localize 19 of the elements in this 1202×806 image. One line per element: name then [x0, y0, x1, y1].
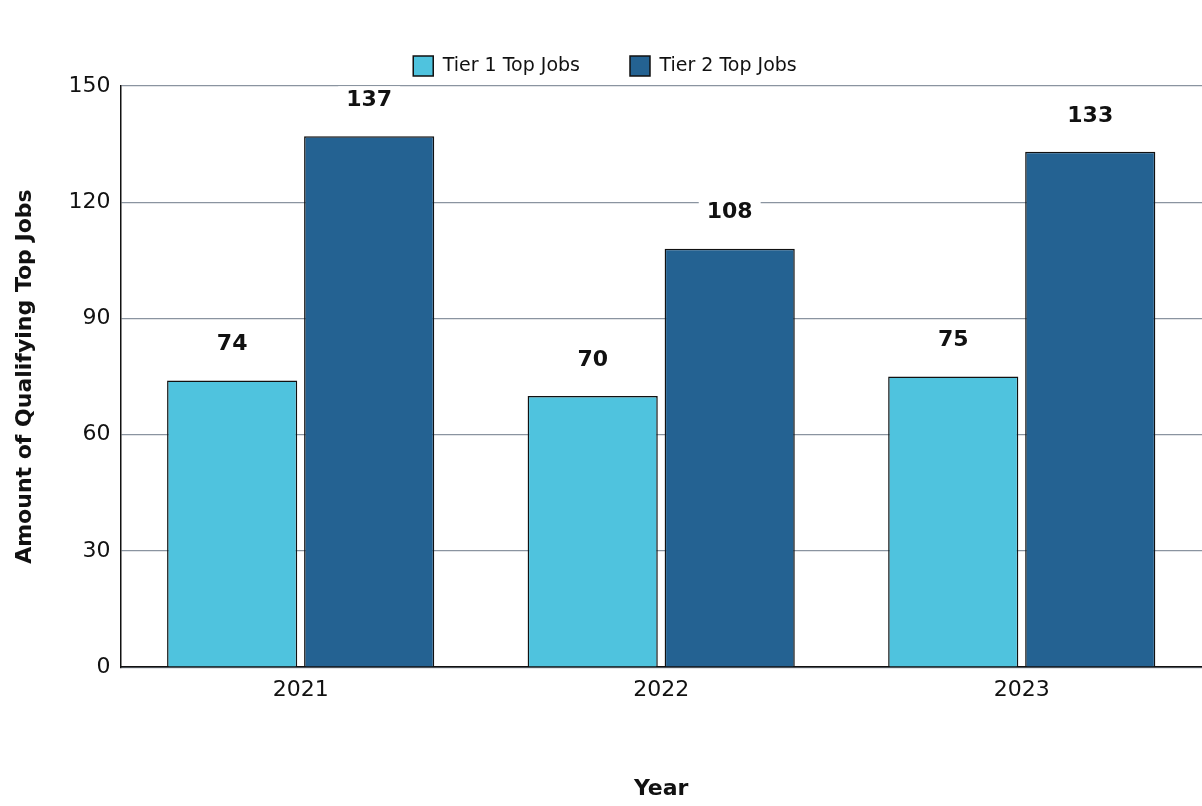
y-axis-title: Amount of Qualifying Top Jobs — [10, 189, 36, 564]
y-tick-label: 150 — [68, 71, 111, 97]
y-tick-label: 120 — [68, 187, 111, 213]
data-label: 74 — [216, 330, 248, 356]
data-label: 75 — [937, 326, 969, 352]
y-tick-label: 60 — [82, 420, 111, 446]
x-tick-label: 2021 — [272, 676, 329, 702]
y-tick-label: 30 — [82, 536, 111, 562]
legend-label: Tier 2 Top Jobs — [658, 52, 797, 75]
legend-label: Tier 1 Top Jobs — [441, 52, 581, 75]
x-tick-label: 2023 — [993, 676, 1050, 702]
data-label: 137 — [346, 86, 393, 112]
y-tick-label: 0 — [96, 652, 111, 678]
data-label: 108 — [706, 198, 753, 224]
y-tick-label: 90 — [82, 304, 111, 330]
data-label: 70 — [577, 345, 609, 371]
data-label: 133 — [1067, 101, 1114, 127]
x-axis-title: Year — [632, 774, 689, 800]
x-tick-label: 2022 — [633, 676, 690, 702]
